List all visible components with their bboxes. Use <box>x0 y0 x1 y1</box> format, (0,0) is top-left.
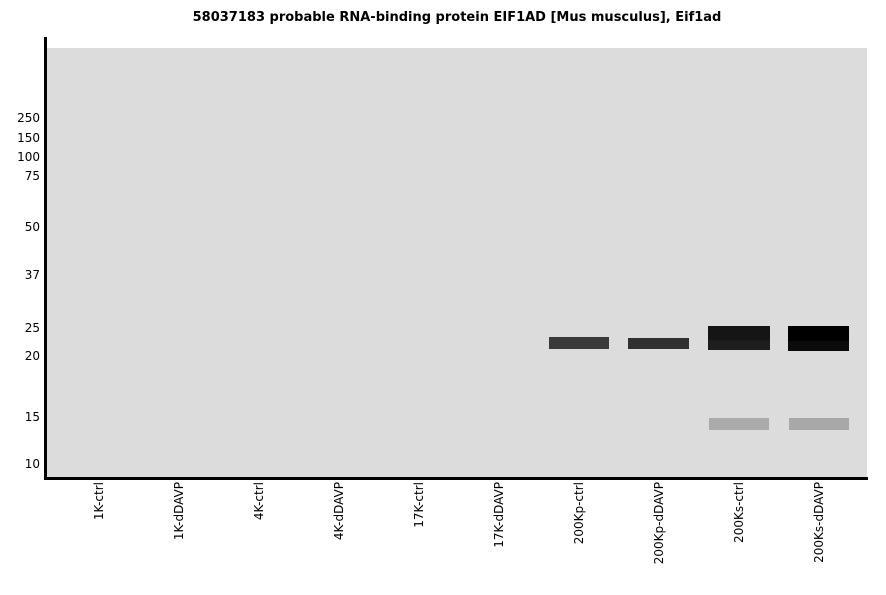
y-axis-line <box>44 37 47 480</box>
y-tick-label: 250 <box>17 111 40 125</box>
y-tick-label: 20 <box>24 349 40 363</box>
lane-label: 200Kp-ctrl <box>572 482 586 545</box>
gel-band <box>788 326 849 351</box>
lane-label: 17K-ctrl <box>412 482 426 528</box>
lane-label: 200Ks-ctrl <box>732 482 746 543</box>
lane-label: 1K-ctrl <box>92 482 106 521</box>
gel-band <box>708 326 770 350</box>
x-axis-line <box>44 477 868 480</box>
lane-label: 200Ks-dDAVP <box>812 482 826 563</box>
lane-label: 4K-dDAVP <box>332 482 346 541</box>
y-tick-label: 37 <box>24 268 40 282</box>
y-tick-label: 150 <box>17 131 40 145</box>
y-tick-label: 100 <box>17 150 40 164</box>
gel-band <box>628 338 689 349</box>
gel-plot-area <box>47 48 867 477</box>
y-tick-label: 25 <box>24 321 40 335</box>
y-tick-label: 15 <box>24 410 40 424</box>
lane-label: 17K-dDAVP <box>492 482 506 548</box>
y-tick-label: 75 <box>24 169 40 183</box>
y-tick-label: 50 <box>24 220 40 234</box>
lane-label: 4K-ctrl <box>252 482 266 521</box>
lane-label: 200Kp-dDAVP <box>652 482 666 565</box>
chart-title: 58037183 probable RNA-binding protein EI… <box>192 10 722 25</box>
gel-band <box>709 418 769 430</box>
lane-label: 1K-dDAVP <box>172 482 186 541</box>
gel-band <box>789 418 849 430</box>
y-tick-label: 10 <box>24 457 40 471</box>
gel-band <box>549 337 609 349</box>
